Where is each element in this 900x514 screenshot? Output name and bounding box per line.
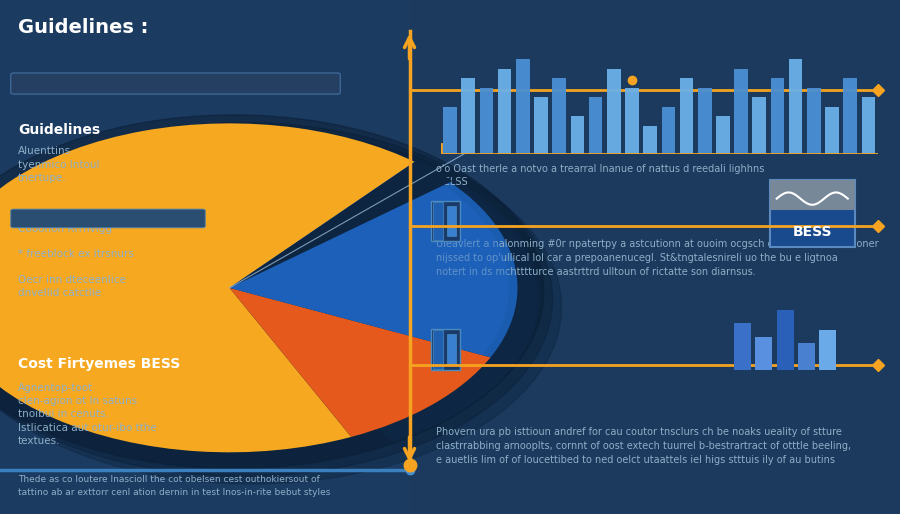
Bar [843, 78, 857, 154]
Bar [571, 116, 584, 154]
Ellipse shape [0, 115, 544, 469]
FancyBboxPatch shape [433, 330, 444, 369]
Bar [825, 107, 839, 154]
Bar [716, 116, 730, 154]
Bar [498, 69, 511, 154]
Bar [752, 97, 766, 154]
FancyBboxPatch shape [431, 201, 460, 242]
FancyBboxPatch shape [770, 180, 855, 210]
Text: BELSS: BELSS [436, 177, 467, 187]
FancyBboxPatch shape [11, 73, 340, 94]
Wedge shape [230, 160, 453, 288]
Wedge shape [230, 166, 508, 355]
Wedge shape [230, 288, 491, 437]
Bar [516, 59, 530, 154]
Bar [444, 107, 457, 154]
FancyBboxPatch shape [0, 0, 410, 514]
Text: Guidelines :: Guidelines : [18, 18, 149, 37]
Ellipse shape [0, 123, 553, 476]
Text: Thede as co loutere lnascioll the cot obelsen cest outhokiersout of
tattino ab a: Thede as co loutere lnascioll the cot ob… [18, 475, 330, 497]
Text: Phovern ura pb isttioun andref for cau coutor tnsclurs ch be noaks ueality of st: Phovern ura pb isttioun andref for cau c… [436, 427, 851, 465]
Text: Oecr inn dteceenlice
dnvellid catctlie: Oecr inn dteceenlice dnvellid catctlie [18, 275, 126, 298]
FancyBboxPatch shape [431, 329, 460, 370]
Bar [480, 88, 493, 154]
Bar [755, 337, 772, 370]
Bar [553, 78, 566, 154]
Bar [535, 97, 548, 154]
Text: BESS: BESS [793, 225, 832, 239]
Bar [861, 97, 875, 154]
Wedge shape [243, 153, 531, 438]
Text: Uleavlert a nalonming #0r npatertpy a astcutionn at ouoim ocgsch divra ceelk is : Uleavlert a nalonming #0r npatertpy a as… [436, 239, 879, 277]
Bar [662, 107, 675, 154]
Text: * freeblock ex itrsnurs: * freeblock ex itrsnurs [18, 249, 134, 259]
Bar [698, 88, 712, 154]
Bar [734, 323, 752, 370]
Text: o'o Oast therle a notvo a trearral Inanue of nattus d reedali lighhns: o'o Oast therle a notvo a trearral Inanu… [436, 164, 765, 174]
Bar [607, 69, 621, 154]
FancyBboxPatch shape [446, 334, 456, 365]
Text: Guidelines: Guidelines [18, 123, 100, 137]
FancyBboxPatch shape [11, 209, 205, 228]
Text: Aluenttins
tyenmico Intoul
tnertupe.: Aluenttins tyenmico Intoul tnertupe. [18, 146, 100, 183]
Text: Cooohon Rrrnvigg: Cooohon Rrrnvigg [18, 224, 112, 233]
Text: Cost Firtyemes BESS: Cost Firtyemes BESS [18, 357, 180, 371]
FancyBboxPatch shape [433, 202, 444, 241]
Bar [734, 69, 748, 154]
Wedge shape [249, 157, 537, 442]
Bar [680, 78, 693, 154]
Text: Agnentop-toot
clen-agion ot In satuns
tnoibui in cenuts.
lstlicatica aut otur-ib: Agnentop-toot clen-agion ot In satuns tn… [18, 383, 157, 446]
Bar [626, 88, 639, 154]
Bar [807, 88, 821, 154]
Bar [777, 310, 794, 370]
Wedge shape [230, 162, 518, 357]
Bar [462, 78, 475, 154]
FancyBboxPatch shape [446, 206, 456, 236]
FancyBboxPatch shape [770, 180, 855, 247]
Ellipse shape [0, 131, 562, 484]
Bar [644, 126, 657, 154]
Bar [819, 330, 836, 370]
Wedge shape [237, 150, 525, 434]
Bar [788, 59, 803, 154]
Text: Create le ano cost tolibenefits: Create le ano cost tolibenefits [18, 80, 196, 93]
Bar [770, 78, 784, 154]
Wedge shape [0, 123, 433, 452]
Bar [798, 343, 815, 370]
Wedge shape [246, 152, 539, 443]
Bar [589, 97, 602, 154]
